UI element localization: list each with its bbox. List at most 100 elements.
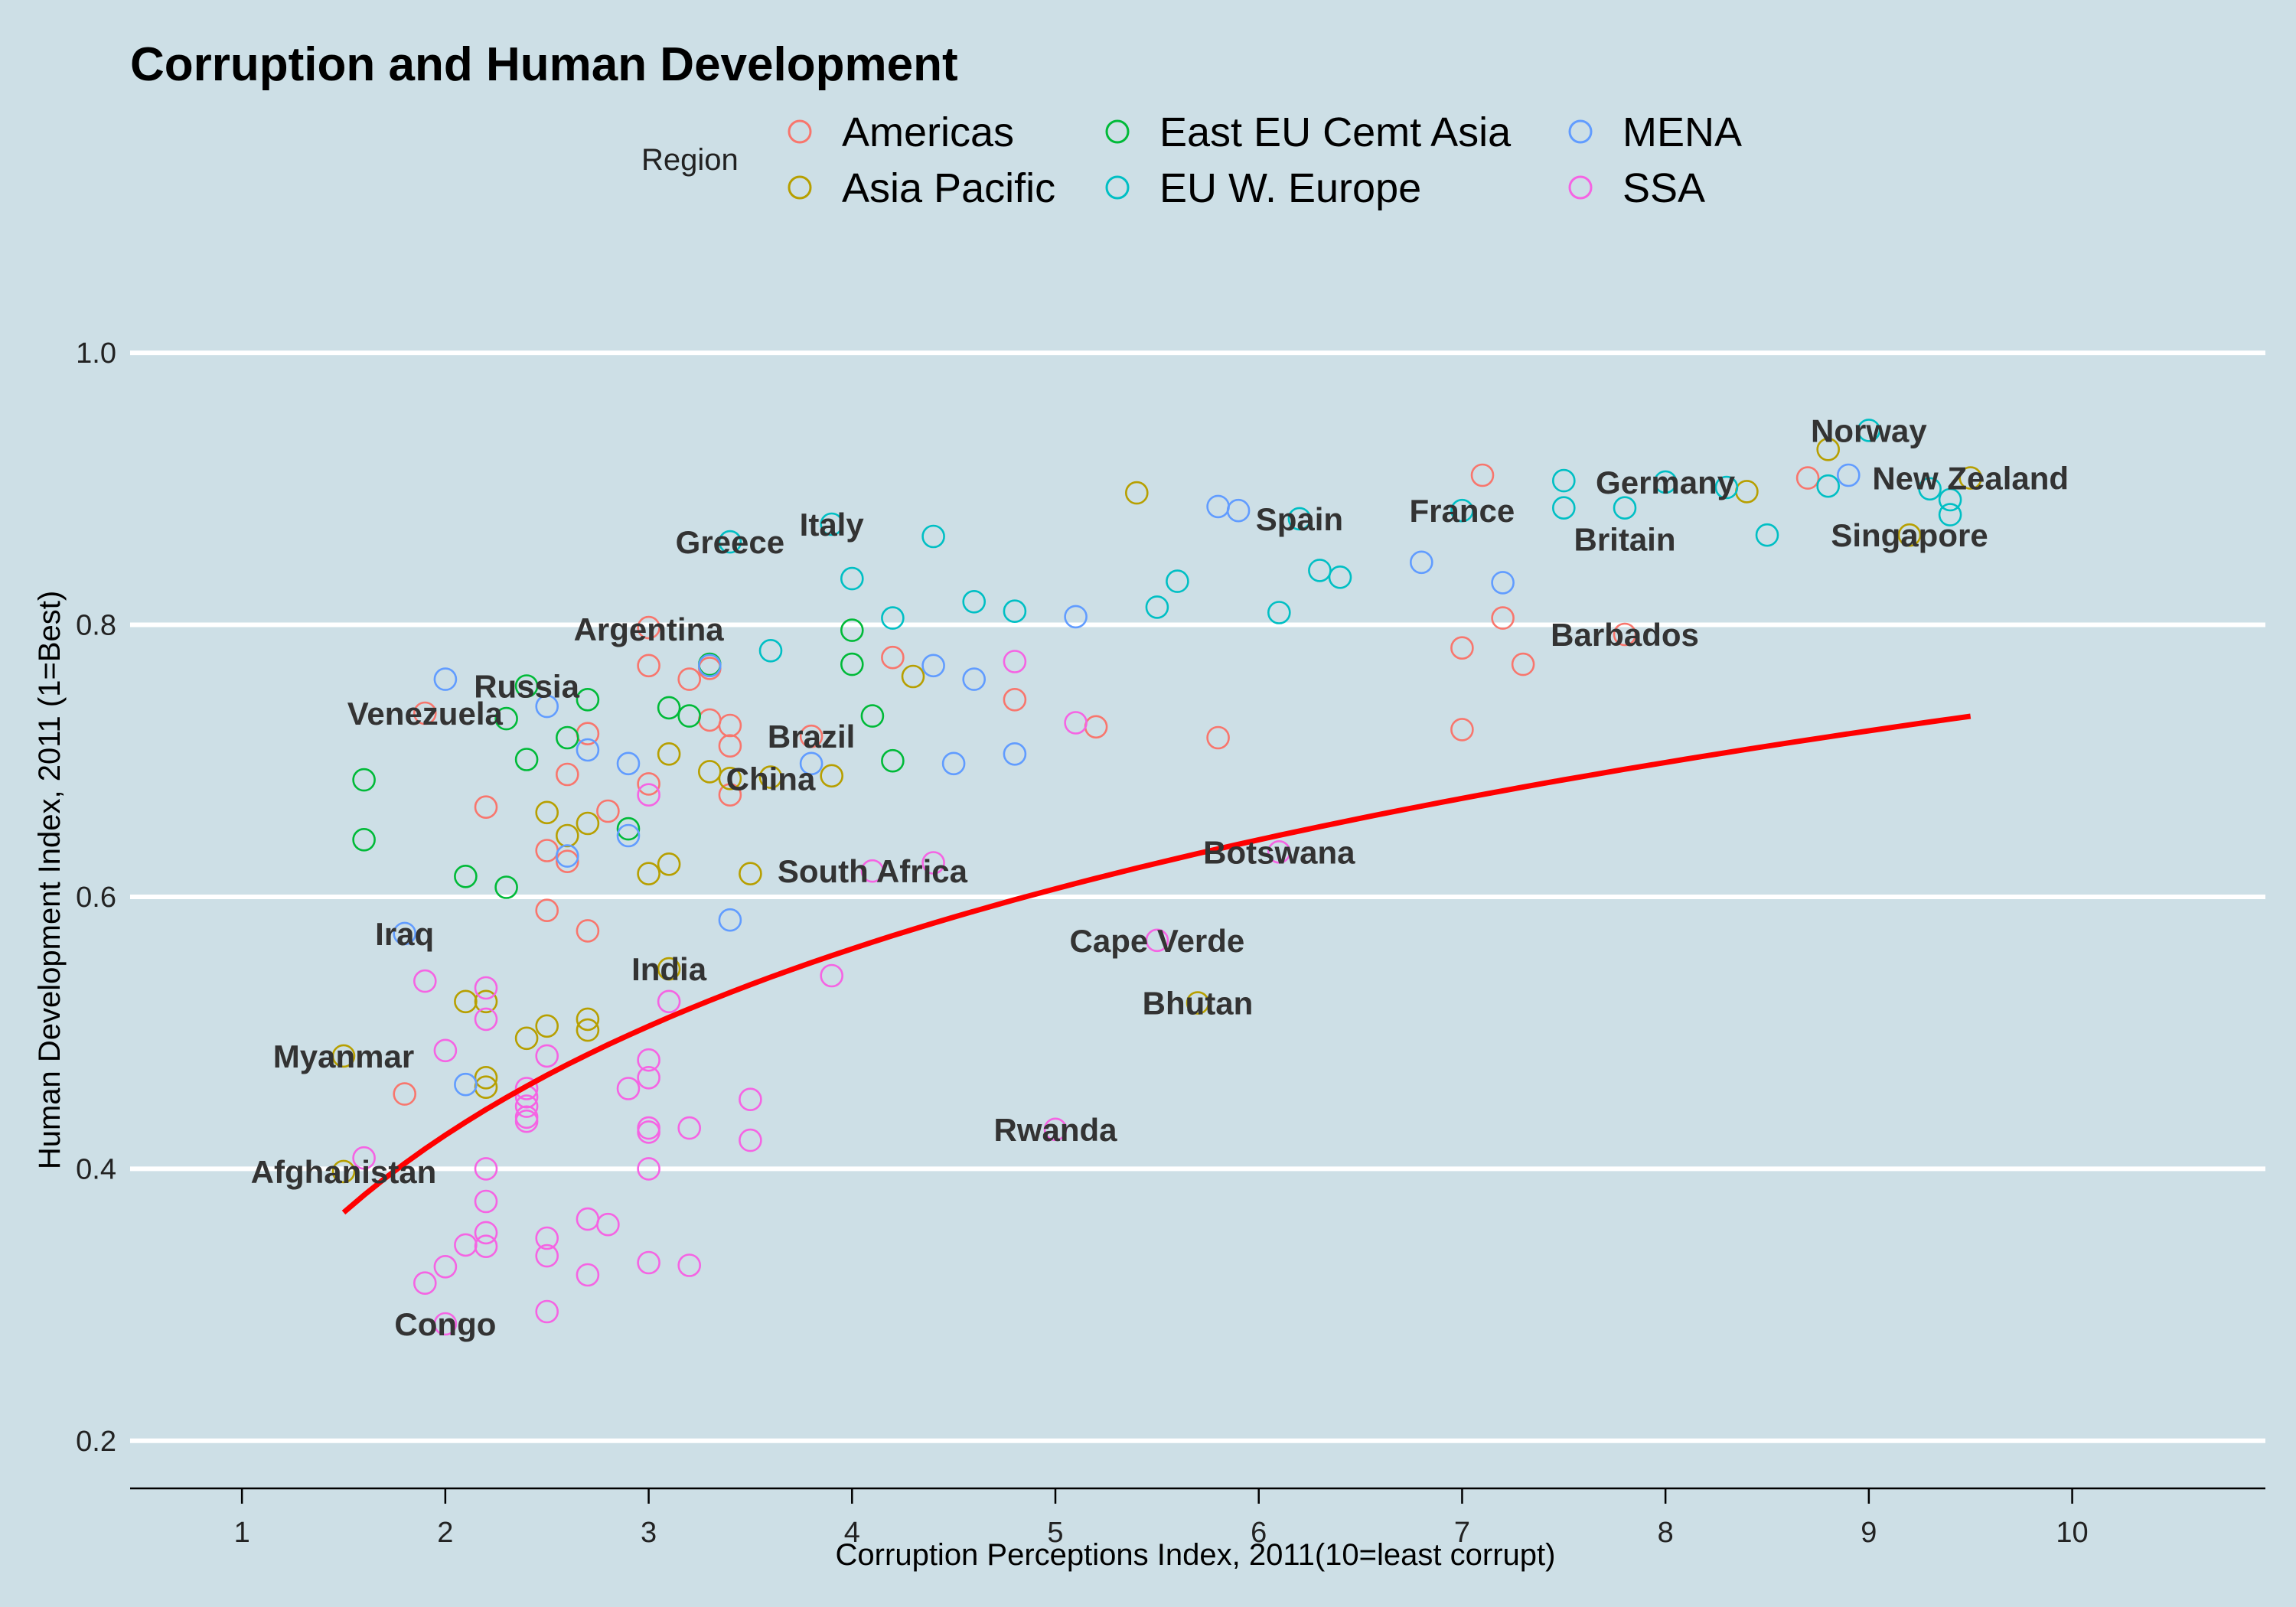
legend-entry-label: Asia Pacific bbox=[842, 165, 1055, 211]
data-point bbox=[840, 652, 864, 676]
data-point bbox=[352, 768, 376, 792]
data-point bbox=[718, 908, 742, 932]
axes: 1 2 3 4 5 6 7 8 9 10 0.2 0.4 0.6 0.8 1.0 bbox=[76, 337, 2265, 1549]
data-point bbox=[555, 762, 579, 787]
data-point bbox=[1206, 494, 1230, 519]
data-point bbox=[535, 1044, 559, 1068]
data-point bbox=[1003, 650, 1027, 673]
data-point bbox=[1410, 550, 1433, 575]
data-point bbox=[637, 862, 660, 885]
data-point bbox=[1450, 718, 1474, 742]
data-point bbox=[739, 1128, 762, 1152]
data-point bbox=[718, 783, 742, 807]
data-point bbox=[535, 1014, 559, 1038]
legend-key bbox=[1568, 175, 1593, 200]
data-point bbox=[576, 1207, 600, 1231]
data-point bbox=[962, 667, 986, 691]
data-point bbox=[474, 1007, 498, 1032]
data-point bbox=[1450, 636, 1474, 660]
country-label: Brazil bbox=[768, 719, 855, 755]
country-label: Afghanistan bbox=[251, 1154, 437, 1190]
legend-title: Region bbox=[641, 143, 739, 177]
data-point bbox=[637, 654, 660, 678]
country-label: India bbox=[631, 951, 707, 987]
x-tick-label: 3 bbox=[641, 1517, 657, 1549]
data-point bbox=[393, 921, 417, 946]
country-label: Barbados bbox=[1551, 617, 1699, 653]
data-point bbox=[616, 817, 641, 841]
point-labels: Norway New Zealand Singapore Germany Britain… bbox=[251, 412, 2069, 1342]
x-axis-title: Corruption Perceptions Index, 2011(10=le… bbox=[836, 1538, 1556, 1572]
data-point bbox=[535, 898, 559, 922]
data-point bbox=[657, 989, 681, 1014]
chart-title: Corruption and Human Development bbox=[130, 38, 958, 91]
x-tick-label: 6 bbox=[1251, 1517, 1267, 1549]
data-point bbox=[1837, 463, 1861, 487]
data-point bbox=[1795, 466, 1820, 490]
x-tick-label: 9 bbox=[1861, 1517, 1877, 1549]
data-point bbox=[474, 795, 498, 819]
data-point bbox=[576, 687, 600, 712]
data-point bbox=[637, 1048, 660, 1072]
y-tick-label: 0.6 bbox=[76, 882, 116, 914]
data-point bbox=[718, 734, 742, 758]
data-point bbox=[677, 1253, 702, 1277]
data-point bbox=[576, 1018, 600, 1042]
data-point bbox=[494, 706, 518, 731]
data-point bbox=[921, 851, 945, 875]
data-point bbox=[576, 738, 600, 762]
data-point bbox=[474, 1234, 498, 1258]
data-point bbox=[1267, 840, 1291, 864]
data-point bbox=[474, 1066, 498, 1090]
data-point bbox=[514, 748, 539, 771]
data-point bbox=[352, 1146, 376, 1170]
data-point bbox=[799, 751, 823, 776]
data-point bbox=[1613, 496, 1637, 520]
data-point bbox=[637, 615, 660, 640]
data-point bbox=[433, 1312, 458, 1336]
data-point bbox=[555, 849, 579, 873]
data-point bbox=[616, 823, 641, 848]
data-point bbox=[576, 1007, 600, 1032]
x-tick-label: 2 bbox=[437, 1517, 453, 1549]
data-point bbox=[454, 1233, 478, 1257]
country-label: Venezuela bbox=[347, 696, 504, 732]
data-point bbox=[535, 1244, 559, 1268]
data-point bbox=[596, 799, 620, 823]
data-point bbox=[1450, 498, 1474, 523]
data-point bbox=[616, 1077, 641, 1100]
legend-entry-label: MENA bbox=[1623, 109, 1742, 155]
country-label: France bbox=[1410, 493, 1515, 529]
data-point bbox=[433, 1255, 458, 1279]
country-label: Norway bbox=[1811, 412, 1927, 448]
data-point bbox=[616, 751, 641, 776]
data-point bbox=[921, 654, 945, 678]
data-point bbox=[576, 919, 600, 943]
data-point bbox=[657, 742, 681, 766]
data-point bbox=[820, 512, 843, 536]
data-point bbox=[1470, 463, 1495, 487]
x-tick-label: 7 bbox=[1454, 1517, 1470, 1549]
legend-entry-label: Americas bbox=[842, 109, 1014, 155]
country-label: Cape Verde bbox=[1070, 923, 1245, 959]
data-point bbox=[1958, 466, 1982, 490]
country-label: Britain bbox=[1574, 522, 1675, 558]
data-point bbox=[1755, 523, 1779, 547]
data-point bbox=[820, 963, 843, 988]
data-point bbox=[901, 664, 925, 689]
data-point bbox=[718, 713, 742, 738]
data-point bbox=[1653, 470, 1678, 494]
data-point bbox=[697, 760, 722, 784]
data-point bbox=[413, 969, 437, 993]
data-point bbox=[1511, 652, 1535, 676]
legend-entry-label: East EU Cemt Asia bbox=[1159, 109, 1512, 155]
data-point bbox=[514, 1077, 539, 1100]
data-point bbox=[1308, 559, 1332, 582]
data-point bbox=[637, 1250, 660, 1275]
data-point bbox=[637, 1066, 660, 1090]
legend-key bbox=[1568, 119, 1593, 144]
data-point bbox=[474, 1189, 498, 1214]
x-tick-label: 4 bbox=[844, 1517, 860, 1549]
data-points bbox=[331, 419, 1982, 1336]
data-point bbox=[637, 783, 660, 807]
